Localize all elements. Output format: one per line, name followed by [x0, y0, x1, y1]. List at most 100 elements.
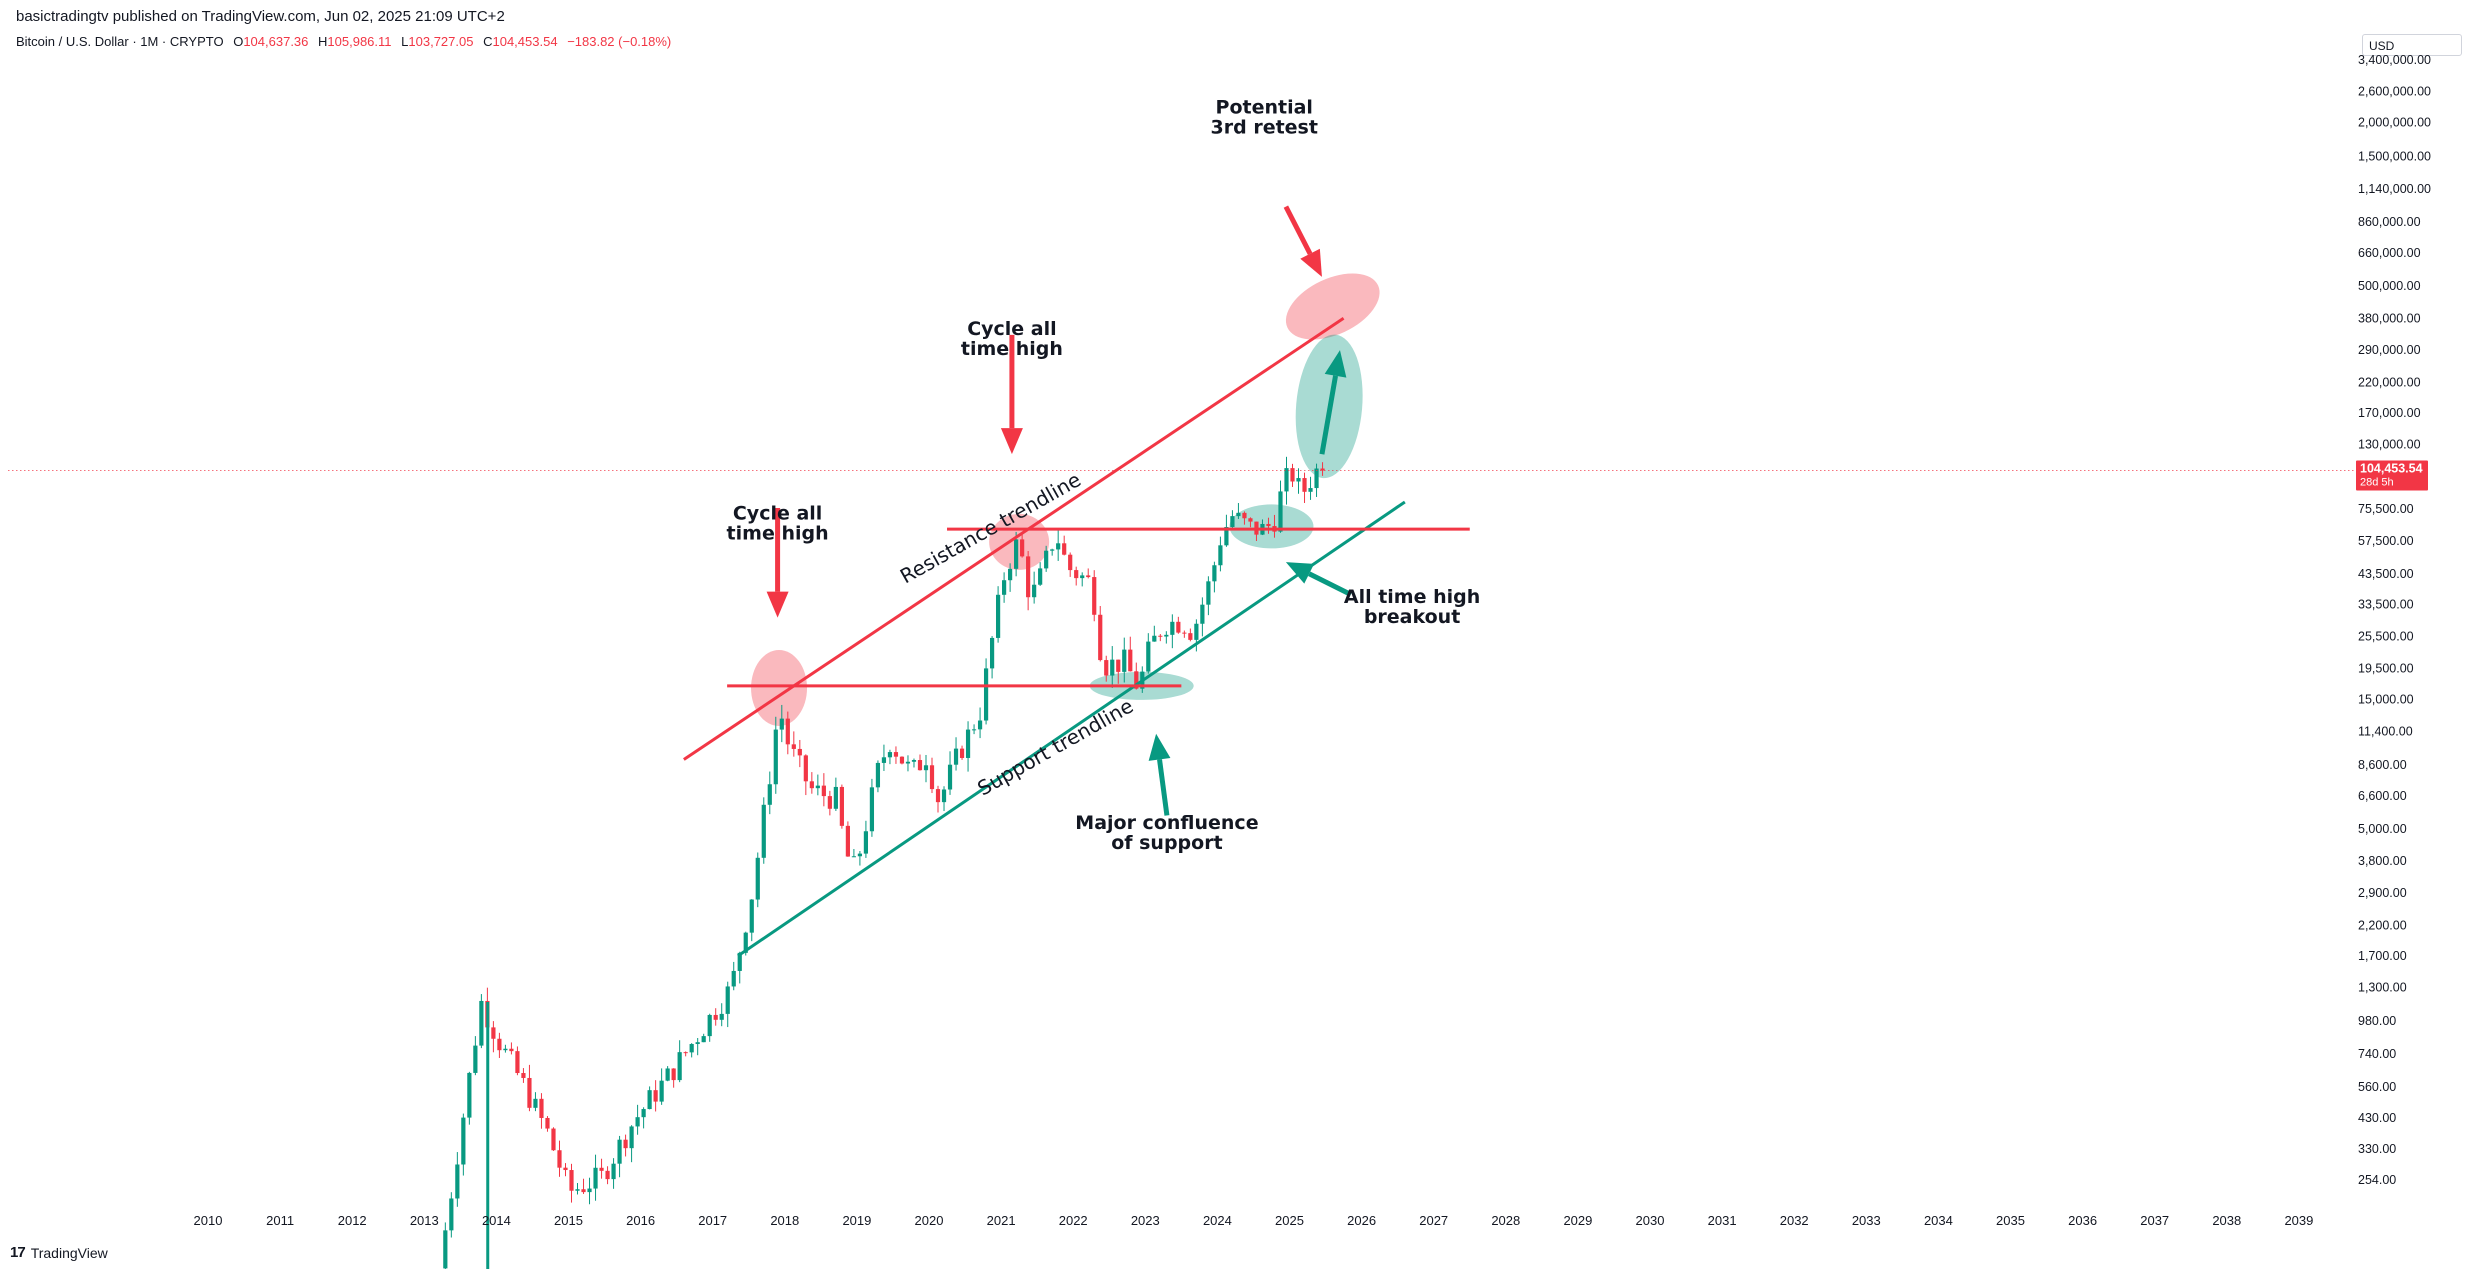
candle-body [1122, 649, 1127, 672]
candle-body [1092, 577, 1097, 615]
annotation-arrows [766, 205, 1352, 816]
candle-body [641, 1109, 646, 1118]
candle-body [467, 1072, 472, 1118]
support-arrow-head [1148, 733, 1171, 761]
candle-body [701, 1036, 706, 1043]
change-value: −183.82 (−0.18%) [567, 34, 672, 49]
candle-body [605, 1170, 610, 1180]
candle-body [1038, 568, 1043, 585]
candle-body [1032, 584, 1037, 598]
price-tick-label: 254.00 [2358, 1173, 2396, 1187]
price-tick-label: 380,000.00 [2358, 311, 2421, 325]
year-tick-label: 2024 [1203, 1213, 1232, 1228]
price-tick-label: 430.00 [2358, 1111, 2396, 1125]
candle-body [863, 831, 869, 854]
candle-body [929, 765, 935, 790]
candle-body [647, 1090, 652, 1110]
candle-body [869, 787, 875, 832]
year-tick-label: 2018 [770, 1213, 799, 1228]
annotation-text: breakout [1364, 606, 1460, 628]
price-tick-label: 25,500.00 [2358, 630, 2414, 644]
year-tick-label: 2022 [1059, 1213, 1088, 1228]
projection-arrow-head [1324, 350, 1347, 378]
publish-header: basictradingtv published on TradingView.… [16, 8, 505, 25]
year-tick-label: 2030 [1636, 1213, 1665, 1228]
candle-body [791, 744, 796, 749]
candle-body [1290, 468, 1295, 482]
candle-body [887, 752, 893, 758]
candle-body [731, 970, 736, 987]
year-tick-label: 2017 [698, 1213, 727, 1228]
annotation-text: time high [727, 522, 829, 544]
ath-2017-highlight [751, 650, 808, 727]
annotation-text: Cycle all [733, 502, 822, 524]
retest-arrow-head [1300, 248, 1322, 277]
year-tick-label: 2013 [410, 1213, 439, 1228]
candle-body [677, 1052, 682, 1081]
candle-body [1284, 468, 1289, 492]
year-tick-label: 2010 [194, 1213, 223, 1228]
price-tick-label: 1,140,000.00 [2358, 182, 2431, 196]
price-tick-label: 860,000.00 [2358, 215, 2421, 229]
year-tick-label: 2012 [338, 1213, 367, 1228]
open-value: 104,637.36 [243, 34, 309, 49]
candle-body [1278, 491, 1283, 532]
candle-body [971, 729, 977, 731]
candle-body [1248, 518, 1253, 522]
price-tick-label: 1,700.00 [2358, 949, 2407, 963]
price-tick-label: 6,600.00 [2358, 789, 2407, 803]
candle-body [809, 781, 814, 789]
candle-body [755, 857, 760, 900]
support-arrow-shaft [1157, 759, 1170, 816]
candle-body [725, 986, 730, 1014]
year-tick-label: 2020 [915, 1213, 944, 1228]
candle-body [1218, 545, 1223, 566]
candle-body [1050, 549, 1055, 551]
symbol-name[interactable]: Bitcoin / U.S. Dollar · 1M · CRYPTO [16, 34, 224, 49]
annotation-text: Major confluence [1075, 812, 1258, 834]
last-price-label: 104,453.54 [2360, 462, 2423, 476]
candle-body [785, 718, 790, 745]
candle-body [911, 760, 917, 762]
candle-body [1074, 570, 1079, 579]
price-tick-label: 8,600.00 [2358, 758, 2407, 772]
tradingview-logo-icon: 17 [10, 1244, 26, 1261]
year-tick-label: 2027 [1419, 1213, 1448, 1228]
low-value: 103,727.05 [408, 34, 474, 49]
candle-body [587, 1188, 592, 1193]
candle-body [977, 720, 983, 730]
candle-body [1206, 581, 1211, 605]
candle-body [773, 729, 778, 785]
candle-body [659, 1080, 664, 1102]
candle-body [665, 1068, 670, 1081]
candle-body [1266, 523, 1271, 527]
candle-body [965, 729, 971, 758]
currency-selector[interactable]: USD [2362, 34, 2462, 56]
candle-body [1194, 623, 1199, 640]
price-tick-label: 2,600,000.00 [2358, 85, 2431, 99]
candle-body [851, 856, 856, 858]
price-tick-label: 11,400.00 [2358, 725, 2413, 739]
candle-body [1110, 659, 1115, 676]
candle-body [1008, 568, 1013, 581]
candle-body [719, 1013, 724, 1020]
candle-body [1152, 635, 1157, 642]
candle-body [521, 1073, 526, 1078]
candle-body [1080, 575, 1085, 579]
candle-body [1146, 641, 1151, 672]
candle-body [1188, 633, 1193, 640]
candle-body [953, 748, 959, 765]
price-tick-label: 1,300.00 [2358, 981, 2407, 995]
price-tick-label: 19,500.00 [2358, 661, 2414, 675]
support-trendline [737, 500, 1406, 958]
candle-body [557, 1150, 562, 1168]
ath-2017-arrow-head [766, 591, 789, 618]
candle-body [479, 1000, 484, 1046]
price-tick-label: 130,000.00 [2358, 438, 2421, 452]
trendline-label: Support trendline [973, 694, 1137, 801]
year-tick-label: 2025 [1275, 1213, 1304, 1228]
price-tick-label: 75,500.00 [2358, 502, 2414, 516]
year-tick-label: 2015 [554, 1213, 583, 1228]
